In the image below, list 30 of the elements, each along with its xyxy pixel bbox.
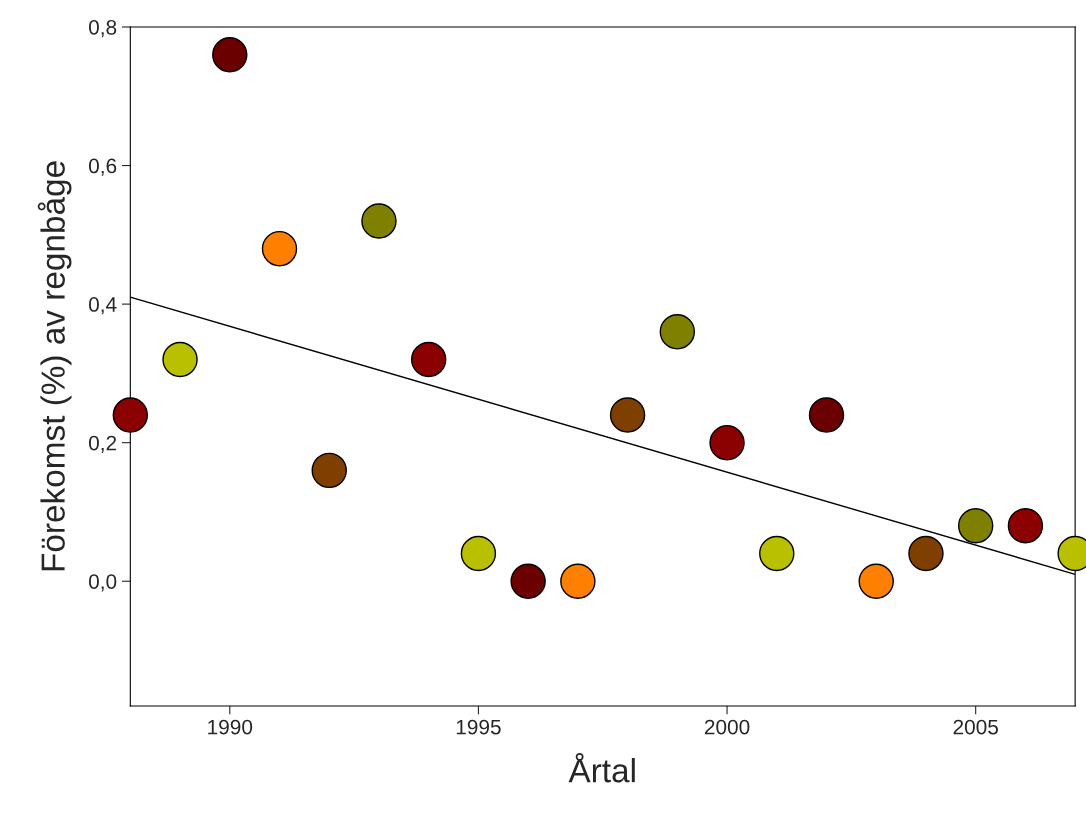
point xyxy=(560,563,596,599)
point xyxy=(112,397,149,433)
point xyxy=(261,230,298,267)
point xyxy=(410,341,447,378)
point xyxy=(609,397,646,433)
point xyxy=(311,452,347,489)
point xyxy=(510,563,546,599)
x-tick-label: 2000 xyxy=(704,719,750,735)
point xyxy=(212,37,248,73)
y-tick-label: 0,4 xyxy=(88,297,117,315)
y-tick-label: 0,8 xyxy=(88,20,117,38)
point xyxy=(759,535,795,572)
point xyxy=(808,397,845,433)
point xyxy=(659,314,696,350)
x-tick-label: 1990 xyxy=(208,719,253,735)
point xyxy=(709,424,745,461)
point xyxy=(908,535,944,572)
point xyxy=(1007,508,1044,544)
y-axis-title: Förekomst (%) av regnbåge xyxy=(37,161,72,571)
point xyxy=(460,535,497,572)
point xyxy=(162,341,198,378)
y-tick-label: 0,2 xyxy=(88,435,117,453)
x-tick-label: 2005 xyxy=(953,719,998,735)
point xyxy=(858,563,894,599)
point xyxy=(361,203,397,239)
y-tick-label: 0,0 xyxy=(88,574,117,592)
x-axis-title: Årtal xyxy=(568,752,635,783)
x-tick-label: 1995 xyxy=(456,719,501,735)
y-tick-label: 0,6 xyxy=(88,158,117,176)
point xyxy=(957,508,994,544)
